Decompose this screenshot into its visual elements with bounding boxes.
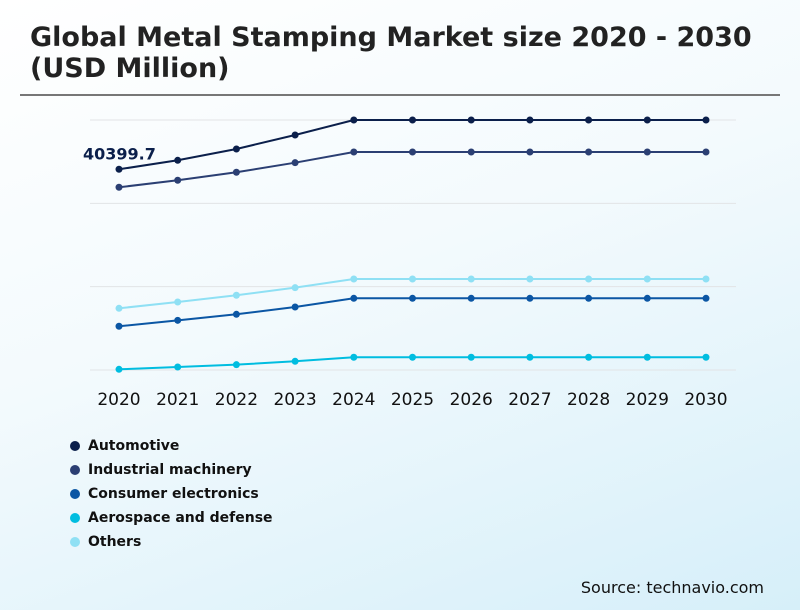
data-point [467, 294, 475, 302]
data-point [174, 316, 182, 324]
x-tick-label: 2025 [391, 390, 434, 410]
data-point [643, 148, 651, 156]
data-point [115, 322, 123, 330]
x-tick-label: 2022 [215, 390, 258, 410]
legend-item: Others [70, 530, 273, 554]
data-point [232, 168, 240, 176]
data-point [291, 284, 299, 292]
data-point [174, 298, 182, 306]
legend-label: Automotive [88, 438, 180, 454]
data-point [585, 116, 593, 124]
x-tick-label: 2029 [626, 390, 669, 410]
data-point [115, 183, 123, 191]
chart-title: Global Metal Stamping Market size 2020 -… [30, 22, 752, 84]
x-tick-label: 2027 [508, 390, 551, 410]
data-point [702, 275, 710, 283]
data-point [702, 353, 710, 361]
x-tick-label: 2028 [567, 390, 610, 410]
data-point [350, 294, 358, 302]
data-point [585, 275, 593, 283]
series-line-0 [118, 119, 706, 171]
data-point [291, 303, 299, 311]
data-point [232, 310, 240, 318]
legend: Automotive Industrial machinery Consumer e… [70, 434, 273, 554]
data-point [467, 353, 475, 361]
data-point [702, 294, 710, 302]
data-point [409, 148, 416, 156]
x-tick-label: 2024 [332, 390, 375, 410]
x-tick-label: 2020 [97, 390, 140, 410]
data-point [526, 353, 534, 361]
line-chart: 2020 2021 2022 2023 2024 2025 2026 2027 2028 2029… [83, 116, 736, 410]
data-point [643, 275, 651, 283]
title-divider [20, 94, 780, 96]
legend-marker-icon [70, 537, 80, 547]
data-point [585, 294, 593, 302]
series-line-1 [118, 150, 706, 189]
data-point [702, 116, 710, 124]
data-point [232, 361, 240, 369]
data-point [291, 159, 299, 167]
data-point [585, 148, 593, 156]
legend-marker-icon [70, 441, 80, 451]
legend-label: Industrial machinery [88, 462, 252, 478]
data-point [232, 145, 240, 153]
data-point [115, 365, 123, 373]
data-point [115, 304, 123, 312]
data-point [291, 131, 299, 139]
data-point [409, 116, 416, 124]
legend-item: Consumer electronics [70, 482, 273, 506]
series-line-4 [118, 277, 706, 310]
legend-marker-icon [70, 513, 80, 523]
data-point [643, 294, 651, 302]
data-point [291, 357, 299, 365]
data-point [174, 156, 182, 164]
data-point [409, 353, 416, 361]
data-point [350, 148, 358, 156]
x-tick-label: 2023 [273, 390, 316, 410]
data-point [526, 116, 534, 124]
data-point [467, 116, 475, 124]
data-point [350, 116, 358, 124]
legend-item: Industrial machinery [70, 458, 273, 482]
series-line-2 [118, 297, 706, 328]
legend-item: Aerospace and defense [70, 506, 273, 530]
legend-marker-icon [70, 465, 80, 475]
data-point [232, 291, 240, 299]
data-point [643, 353, 651, 361]
legend-item: Automotive [70, 434, 273, 458]
x-tick-label: 2026 [450, 390, 493, 410]
source-note: Source: technavio.com [580, 578, 764, 597]
x-tick-label: 2030 [684, 390, 727, 410]
data-point [526, 294, 534, 302]
data-point [409, 275, 416, 283]
data-point [174, 363, 182, 371]
data-point [467, 275, 475, 283]
legend-label: Aerospace and defense [88, 510, 273, 526]
x-tick-label: 2021 [156, 390, 199, 410]
data-point [350, 353, 358, 361]
data-point [467, 148, 475, 156]
data-point [526, 148, 534, 156]
data-point [702, 148, 710, 156]
data-point [350, 275, 358, 283]
data-point [409, 294, 416, 302]
data-point [526, 275, 534, 283]
data-label: 40399.7 [83, 144, 156, 163]
legend-label: Others [88, 534, 142, 550]
data-point [643, 116, 651, 124]
data-point [115, 165, 123, 173]
data-point [174, 176, 182, 184]
legend-marker-icon [70, 489, 80, 499]
data-point [585, 353, 593, 361]
legend-label: Consumer electronics [88, 486, 259, 502]
